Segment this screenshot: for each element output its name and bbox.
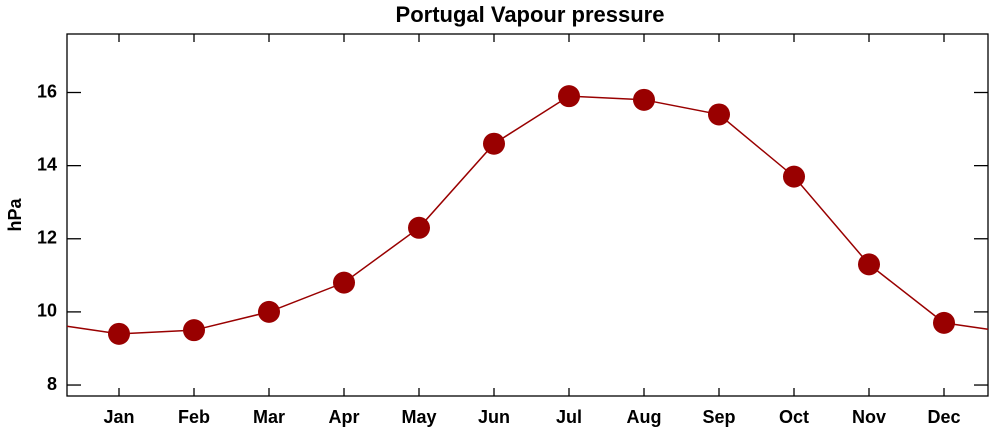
data-point bbox=[858, 253, 880, 276]
data-point bbox=[183, 319, 205, 342]
x-tick-label: Apr bbox=[329, 407, 360, 427]
y-tick-label: 8 bbox=[47, 374, 57, 394]
plot-frame bbox=[66, 33, 989, 397]
y-tick-label: 12 bbox=[37, 228, 57, 248]
y-tick-label: 16 bbox=[37, 81, 57, 101]
data-point bbox=[633, 88, 655, 111]
x-tick-label: Jun bbox=[478, 407, 510, 427]
series-line bbox=[118, 95, 945, 335]
x-tick-label: Mar bbox=[253, 407, 285, 427]
data-point bbox=[408, 216, 430, 239]
data-point bbox=[108, 322, 130, 345]
data-point bbox=[258, 300, 280, 323]
x-tick-label: Jan bbox=[103, 407, 134, 427]
y-axis-label: hPa bbox=[5, 198, 25, 232]
data-point bbox=[333, 271, 355, 294]
x-tick-label: Sep bbox=[702, 407, 735, 427]
x-tick-label: Feb bbox=[178, 407, 210, 427]
data-point bbox=[558, 85, 580, 108]
y-tick-label: 10 bbox=[37, 301, 57, 321]
data-point bbox=[933, 311, 955, 334]
data-point bbox=[708, 103, 730, 126]
data-point bbox=[783, 165, 805, 188]
x-tick-label: Nov bbox=[852, 407, 886, 427]
x-tick-label: Dec bbox=[927, 407, 960, 427]
x-tick-label: Jul bbox=[556, 407, 582, 427]
data-point bbox=[483, 132, 505, 155]
x-tick-label: Aug bbox=[627, 407, 662, 427]
chart-title: Portugal Vapour pressure bbox=[396, 2, 665, 27]
x-tick-label: Oct bbox=[779, 407, 809, 427]
y-tick-label: 14 bbox=[37, 154, 57, 174]
x-tick-label: May bbox=[401, 407, 436, 427]
